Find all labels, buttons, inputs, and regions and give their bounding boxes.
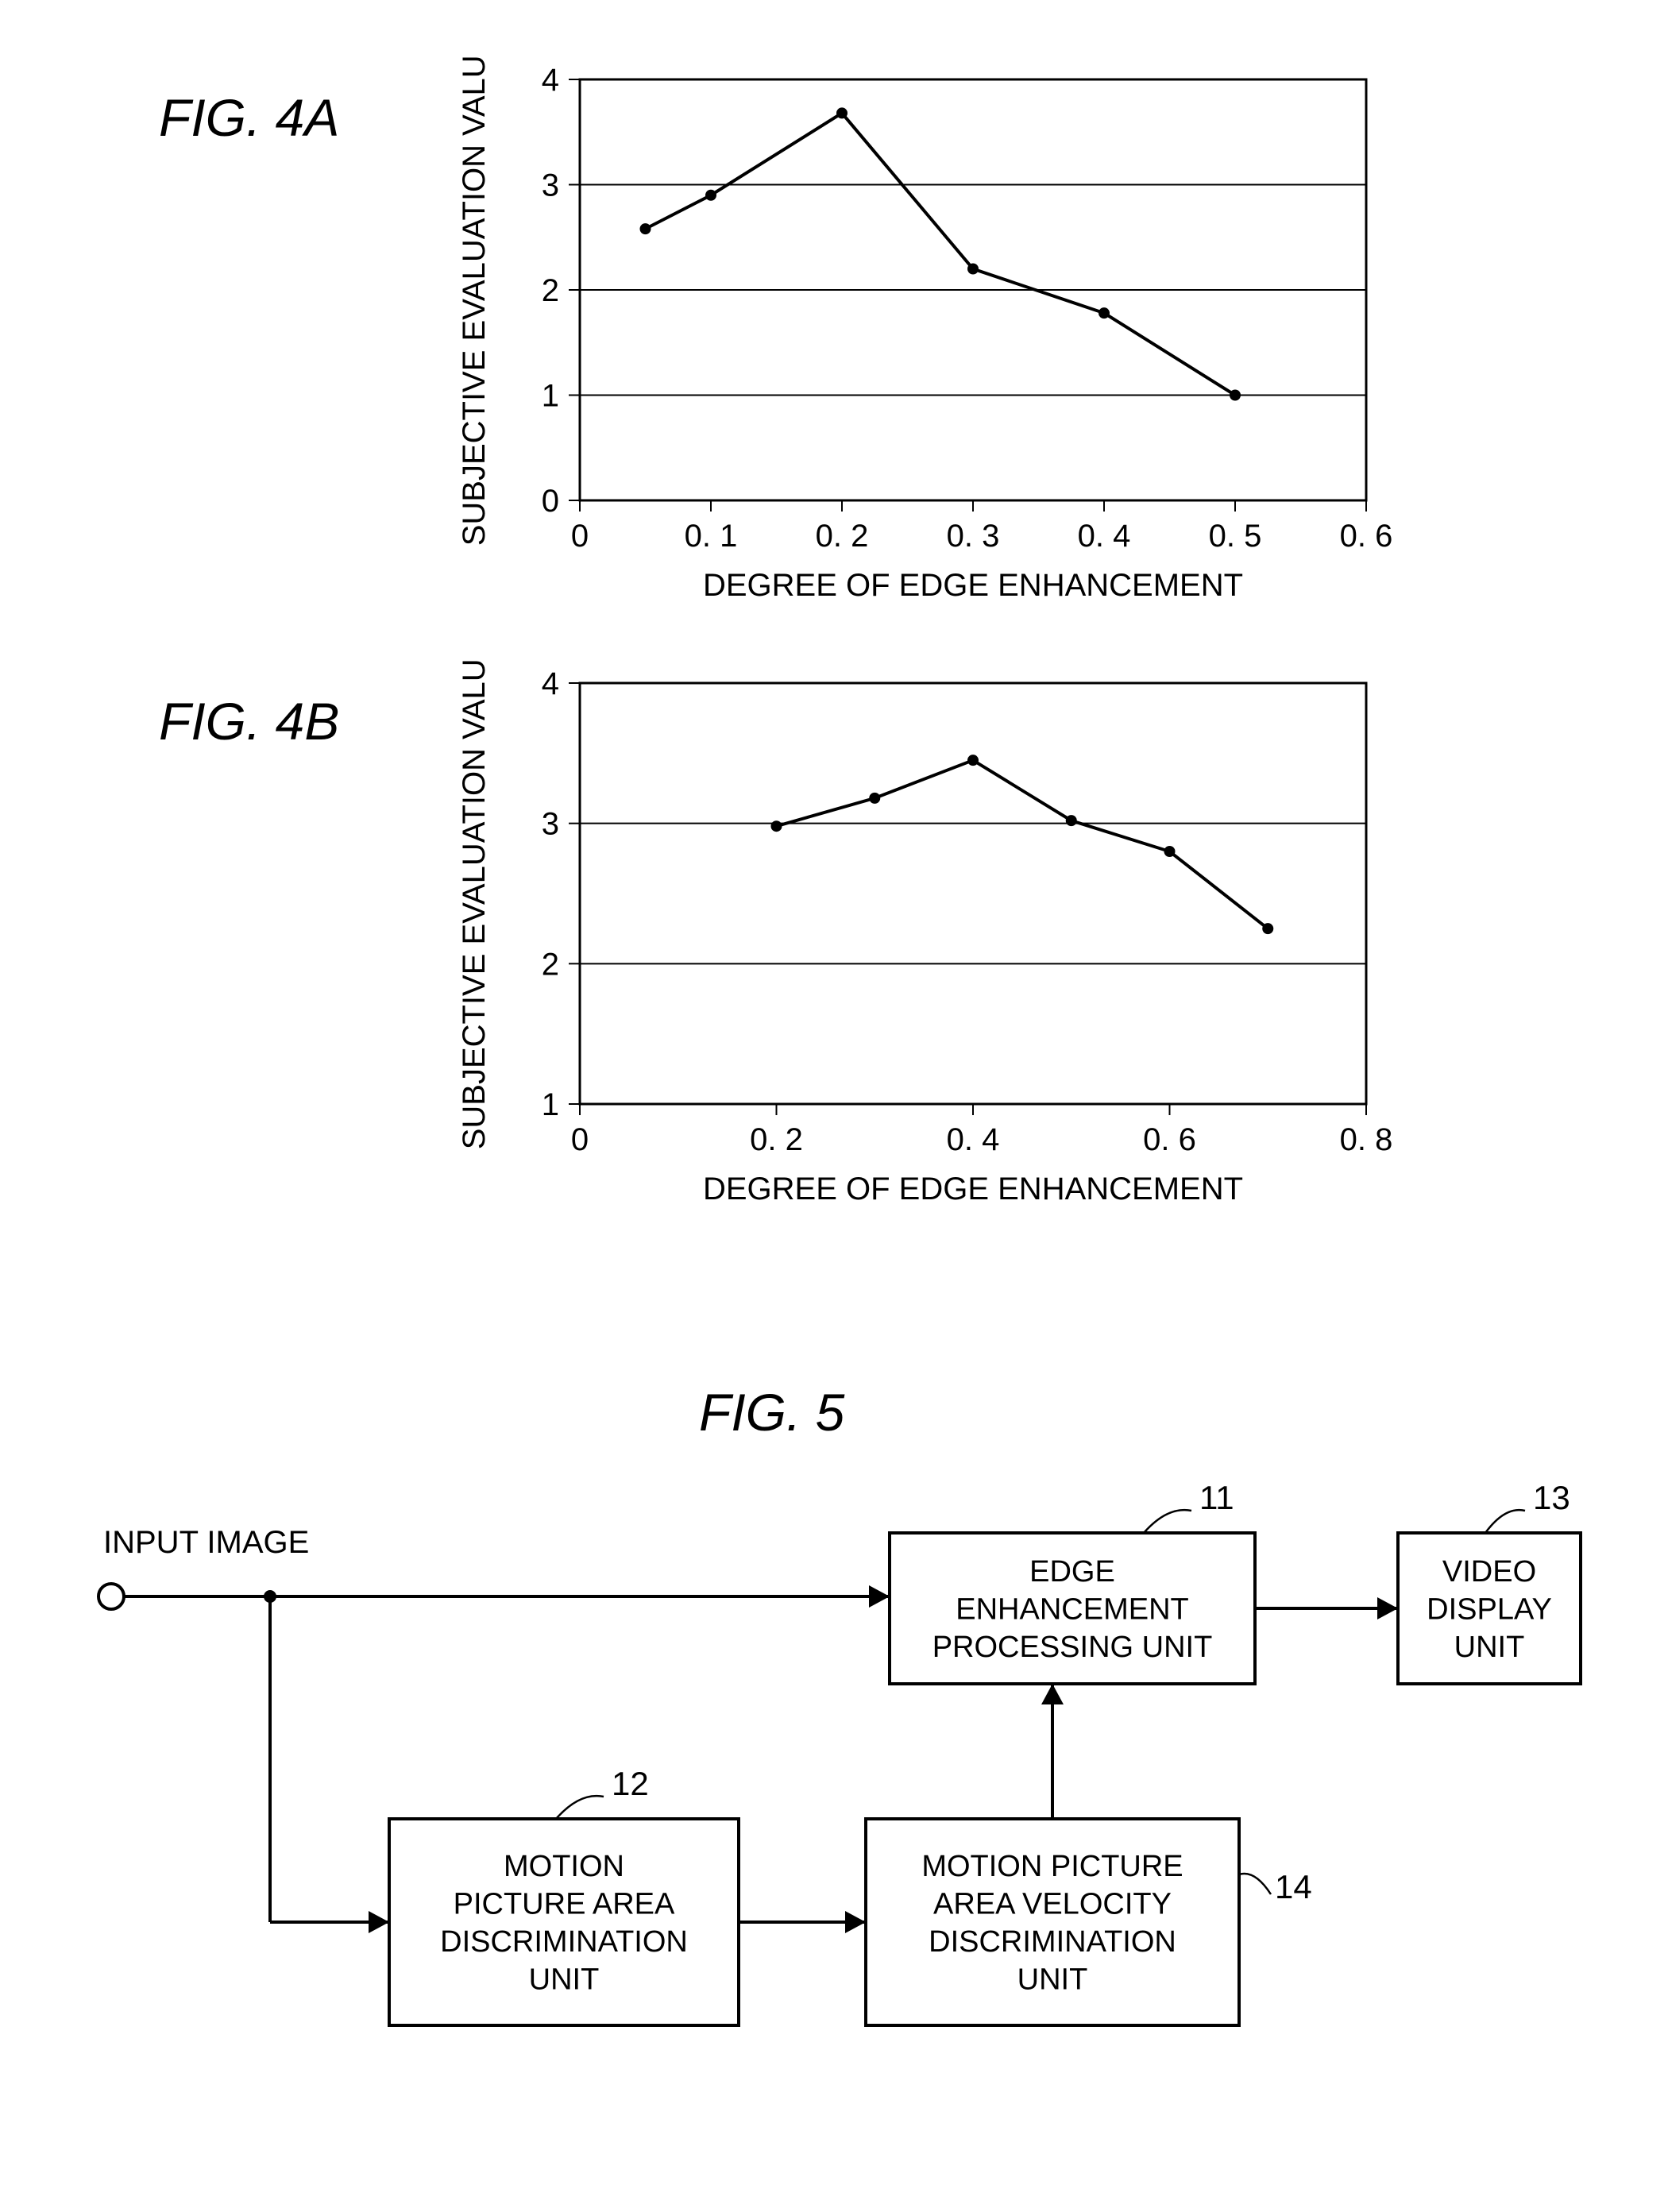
- svg-text:3: 3: [542, 807, 559, 842]
- svg-text:DEGREE OF EDGE ENHANCEMENT: DEGREE OF EDGE ENHANCEMENT: [703, 568, 1243, 603]
- svg-text:UNIT: UNIT: [1017, 1963, 1088, 1997]
- svg-text:SUBJECTIVE EVALUATION VALUE: SUBJECTIVE EVALUATION VALUE: [457, 659, 492, 1149]
- svg-text:2: 2: [542, 273, 559, 308]
- svg-text:0. 2: 0. 2: [750, 1122, 803, 1157]
- svg-text:11: 11: [1199, 1479, 1234, 1516]
- svg-text:MOTION PICTURE: MOTION PICTURE: [921, 1850, 1183, 1883]
- svg-text:DISPLAY: DISPLAY: [1427, 1592, 1552, 1626]
- fig5-diagram: INPUT IMAGE EDGEENHANCEMENT PROCESSING UNI…: [48, 1461, 1620, 2113]
- svg-text:1: 1: [542, 379, 559, 414]
- svg-text:UNIT: UNIT: [1454, 1631, 1525, 1664]
- svg-text:0. 8: 0. 8: [1340, 1122, 1393, 1157]
- svg-text:3: 3: [542, 168, 559, 203]
- svg-text:MOTION: MOTION: [504, 1850, 624, 1883]
- svg-text:UNIT: UNIT: [529, 1963, 600, 1997]
- svg-text:0: 0: [571, 519, 589, 554]
- svg-text:DISCRIMINATION: DISCRIMINATION: [440, 1925, 688, 1959]
- svg-text:0. 4: 0. 4: [1078, 519, 1131, 554]
- svg-text:0. 6: 0. 6: [1143, 1122, 1196, 1157]
- svg-text:EDGE: EDGE: [1029, 1555, 1115, 1589]
- svg-text:0. 1: 0. 1: [685, 519, 738, 554]
- svg-text:0: 0: [542, 484, 559, 519]
- page: FIG. 4A 00. 10. 20. 30. 40. 50. 601234DE…: [0, 0, 1668, 2212]
- svg-text:0: 0: [571, 1122, 589, 1157]
- svg-text:0. 3: 0. 3: [947, 519, 1000, 554]
- svg-text:PROCESSING UNIT: PROCESSING UNIT: [932, 1631, 1213, 1664]
- svg-text:0. 4: 0. 4: [947, 1122, 1000, 1157]
- svg-text:0. 6: 0. 6: [1340, 519, 1393, 554]
- svg-text:DISCRIMINATION: DISCRIMINATION: [929, 1925, 1176, 1959]
- fig4a-label: FIG. 4A: [159, 87, 339, 148]
- svg-text:4: 4: [542, 666, 559, 701]
- svg-text:VIDEO: VIDEO: [1442, 1555, 1536, 1589]
- svg-text:AREA VELOCITY: AREA VELOCITY: [933, 1888, 1172, 1921]
- svg-text:ENHANCEMENT: ENHANCEMENT: [956, 1592, 1188, 1626]
- svg-text:2: 2: [542, 947, 559, 982]
- svg-text:DEGREE OF EDGE ENHANCEMENT: DEGREE OF EDGE ENHANCEMENT: [703, 1172, 1243, 1206]
- fig4b-chart: 0 0. 2 0. 4 0. 6 0. 8 1 2 3 4 DEGREE OF EDGE ENHA…: [445, 659, 1398, 1231]
- svg-text:1: 1: [542, 1087, 559, 1122]
- fig4a-chart: 0 0. 1 0. 2 0. 3 0. 4 0. 5 0. 6 0 1 2 3 4 DEGREE OF …: [445, 56, 1398, 627]
- fig4b-label: FIG. 4B: [159, 691, 339, 751]
- fig5-label: FIG. 5: [699, 1382, 844, 1442]
- svg-text:SUBJECTIVE EVALUATION VALUE: SUBJECTIVE EVALUATION VALUE: [457, 56, 492, 546]
- svg-text:4: 4: [542, 63, 559, 98]
- svg-text:12: 12: [612, 1765, 649, 1802]
- svg-text:0. 2: 0. 2: [816, 519, 869, 554]
- svg-text:PICTURE AREA: PICTURE AREA: [454, 1888, 675, 1921]
- svg-text:13: 13: [1533, 1479, 1570, 1516]
- svg-text:INPUT IMAGE: INPUT IMAGE: [103, 1525, 309, 1560]
- svg-text:0. 5: 0. 5: [1209, 519, 1262, 554]
- svg-text:14: 14: [1275, 1868, 1312, 1905]
